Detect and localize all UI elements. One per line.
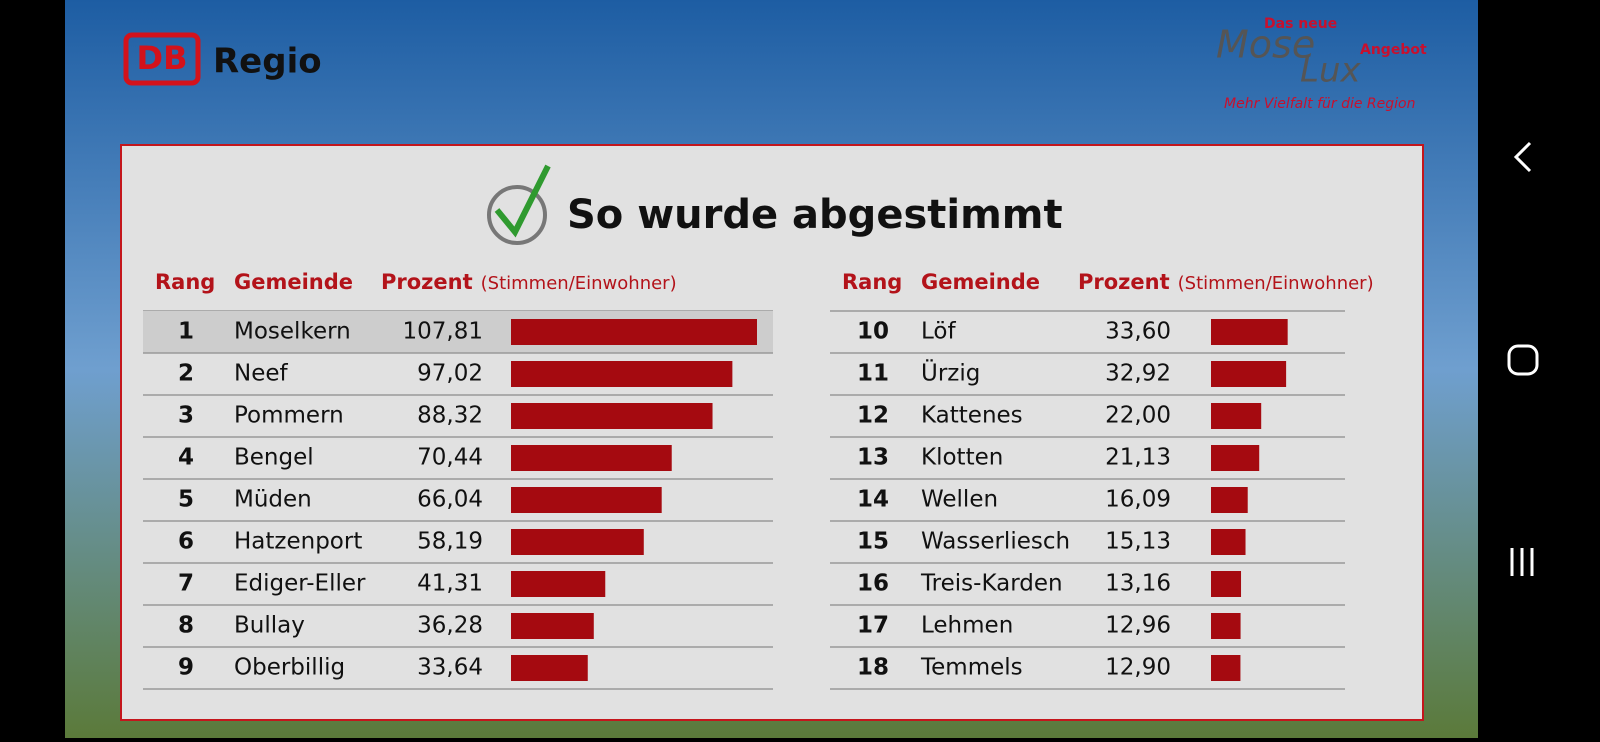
name: Hatzenport: [234, 529, 362, 555]
value-label: 107,81: [403, 319, 483, 345]
header-rank: Rang: [155, 270, 215, 294]
bar: [1211, 319, 1288, 345]
name: Moselkern: [234, 319, 351, 345]
rank: 10: [857, 319, 889, 345]
value-label: 12,96: [1105, 613, 1171, 639]
db-text: DB: [137, 39, 188, 77]
rank: 18: [857, 655, 889, 681]
slogan: Mehr Vielfalt für die Region: [1224, 96, 1415, 112]
title: So wurde abgestimmt: [567, 192, 1063, 238]
rank: 7: [178, 571, 194, 597]
bar: [511, 319, 757, 345]
bar: [1211, 571, 1242, 597]
header-value: Prozent: [1078, 270, 1170, 294]
name: Oberbillig: [234, 655, 345, 681]
value-label: 88,32: [417, 403, 483, 429]
bar: [511, 571, 606, 597]
name: Lehmen: [921, 613, 1013, 639]
name: Pommern: [234, 403, 344, 429]
bar: [511, 613, 594, 639]
bar: [511, 529, 644, 555]
name: Wasserliesch: [921, 529, 1070, 555]
db-logo: [123, 32, 201, 86]
value-label: 15,13: [1105, 529, 1171, 555]
rank: 16: [857, 571, 889, 597]
bar: [1211, 487, 1248, 513]
value-label: 66,04: [417, 487, 483, 513]
regio: Regio: [213, 42, 322, 82]
name: Treis-Karden: [920, 571, 1063, 597]
value-label: 21,13: [1105, 445, 1171, 471]
bar: [511, 361, 733, 387]
header-note: (Stimmen/Einwohner): [481, 273, 677, 294]
header-note: (Stimmen/Einwohner): [1178, 273, 1374, 294]
header-value: Prozent: [381, 270, 473, 294]
value-label: 22,00: [1105, 403, 1171, 429]
rank: 13: [857, 445, 889, 471]
name: Wellen: [921, 487, 998, 513]
check-mark: [494, 164, 551, 238]
home-button[interactable]: [1507, 344, 1539, 376]
name: Ürzig: [921, 359, 980, 387]
angebot: Angebot: [1360, 42, 1427, 58]
name: Bullay: [234, 613, 305, 639]
rank: 9: [178, 655, 194, 681]
rank: 14: [857, 487, 889, 513]
rank: 2: [178, 361, 194, 387]
bar: [1211, 529, 1246, 555]
value-label: 97,02: [417, 361, 483, 387]
bar: [511, 445, 672, 471]
name: Temmels: [920, 655, 1023, 681]
rank: 4: [178, 445, 194, 471]
rank: 17: [857, 613, 889, 639]
bar: [511, 487, 662, 513]
value-label: 13,16: [1105, 571, 1171, 597]
name: Kattenes: [921, 403, 1023, 429]
bar: [1211, 655, 1241, 681]
rank: 3: [178, 403, 194, 429]
recents-button[interactable]: [1510, 548, 1534, 576]
name: Klotten: [921, 445, 1003, 471]
value-label: 32,92: [1105, 361, 1171, 387]
panel: [120, 144, 1424, 721]
bar: [511, 655, 588, 681]
rank: 12: [857, 403, 889, 429]
rank: 5: [178, 487, 194, 513]
bar: [1211, 403, 1262, 429]
value-label: 12,90: [1105, 655, 1171, 681]
bar: [1211, 445, 1260, 471]
check-circle: [487, 185, 547, 245]
value-label: 70,44: [417, 445, 483, 471]
value-label: 58,19: [417, 529, 483, 555]
value-label: 33,60: [1105, 319, 1171, 345]
back-button[interactable]: [1513, 141, 1532, 173]
name: Löf: [921, 319, 956, 345]
name: Ediger-Eller: [234, 571, 366, 597]
name: Müden: [234, 487, 312, 513]
lux: Lux: [1300, 51, 1361, 91]
header-name: Gemeinde: [234, 270, 353, 294]
bar: [511, 403, 713, 429]
bar: [1211, 613, 1241, 639]
mose: Mose: [1216, 23, 1315, 67]
rank: 11: [857, 361, 889, 387]
value-label: 33,64: [417, 655, 483, 681]
rank: 6: [178, 529, 194, 555]
header-rank: Rang: [842, 270, 902, 294]
value-label: 36,28: [417, 613, 483, 639]
rank: 1: [178, 319, 194, 345]
rank: 15: [857, 529, 889, 555]
rank: 8: [178, 613, 194, 639]
header-name: Gemeinde: [921, 270, 1040, 294]
nav: [1507, 141, 1539, 576]
name: Neef: [234, 361, 289, 387]
value-label: 16,09: [1105, 487, 1171, 513]
das-neue: Das neue: [1264, 16, 1337, 32]
value-label: 41,31: [417, 571, 483, 597]
name: Bengel: [234, 445, 314, 471]
bar: [1211, 361, 1287, 387]
